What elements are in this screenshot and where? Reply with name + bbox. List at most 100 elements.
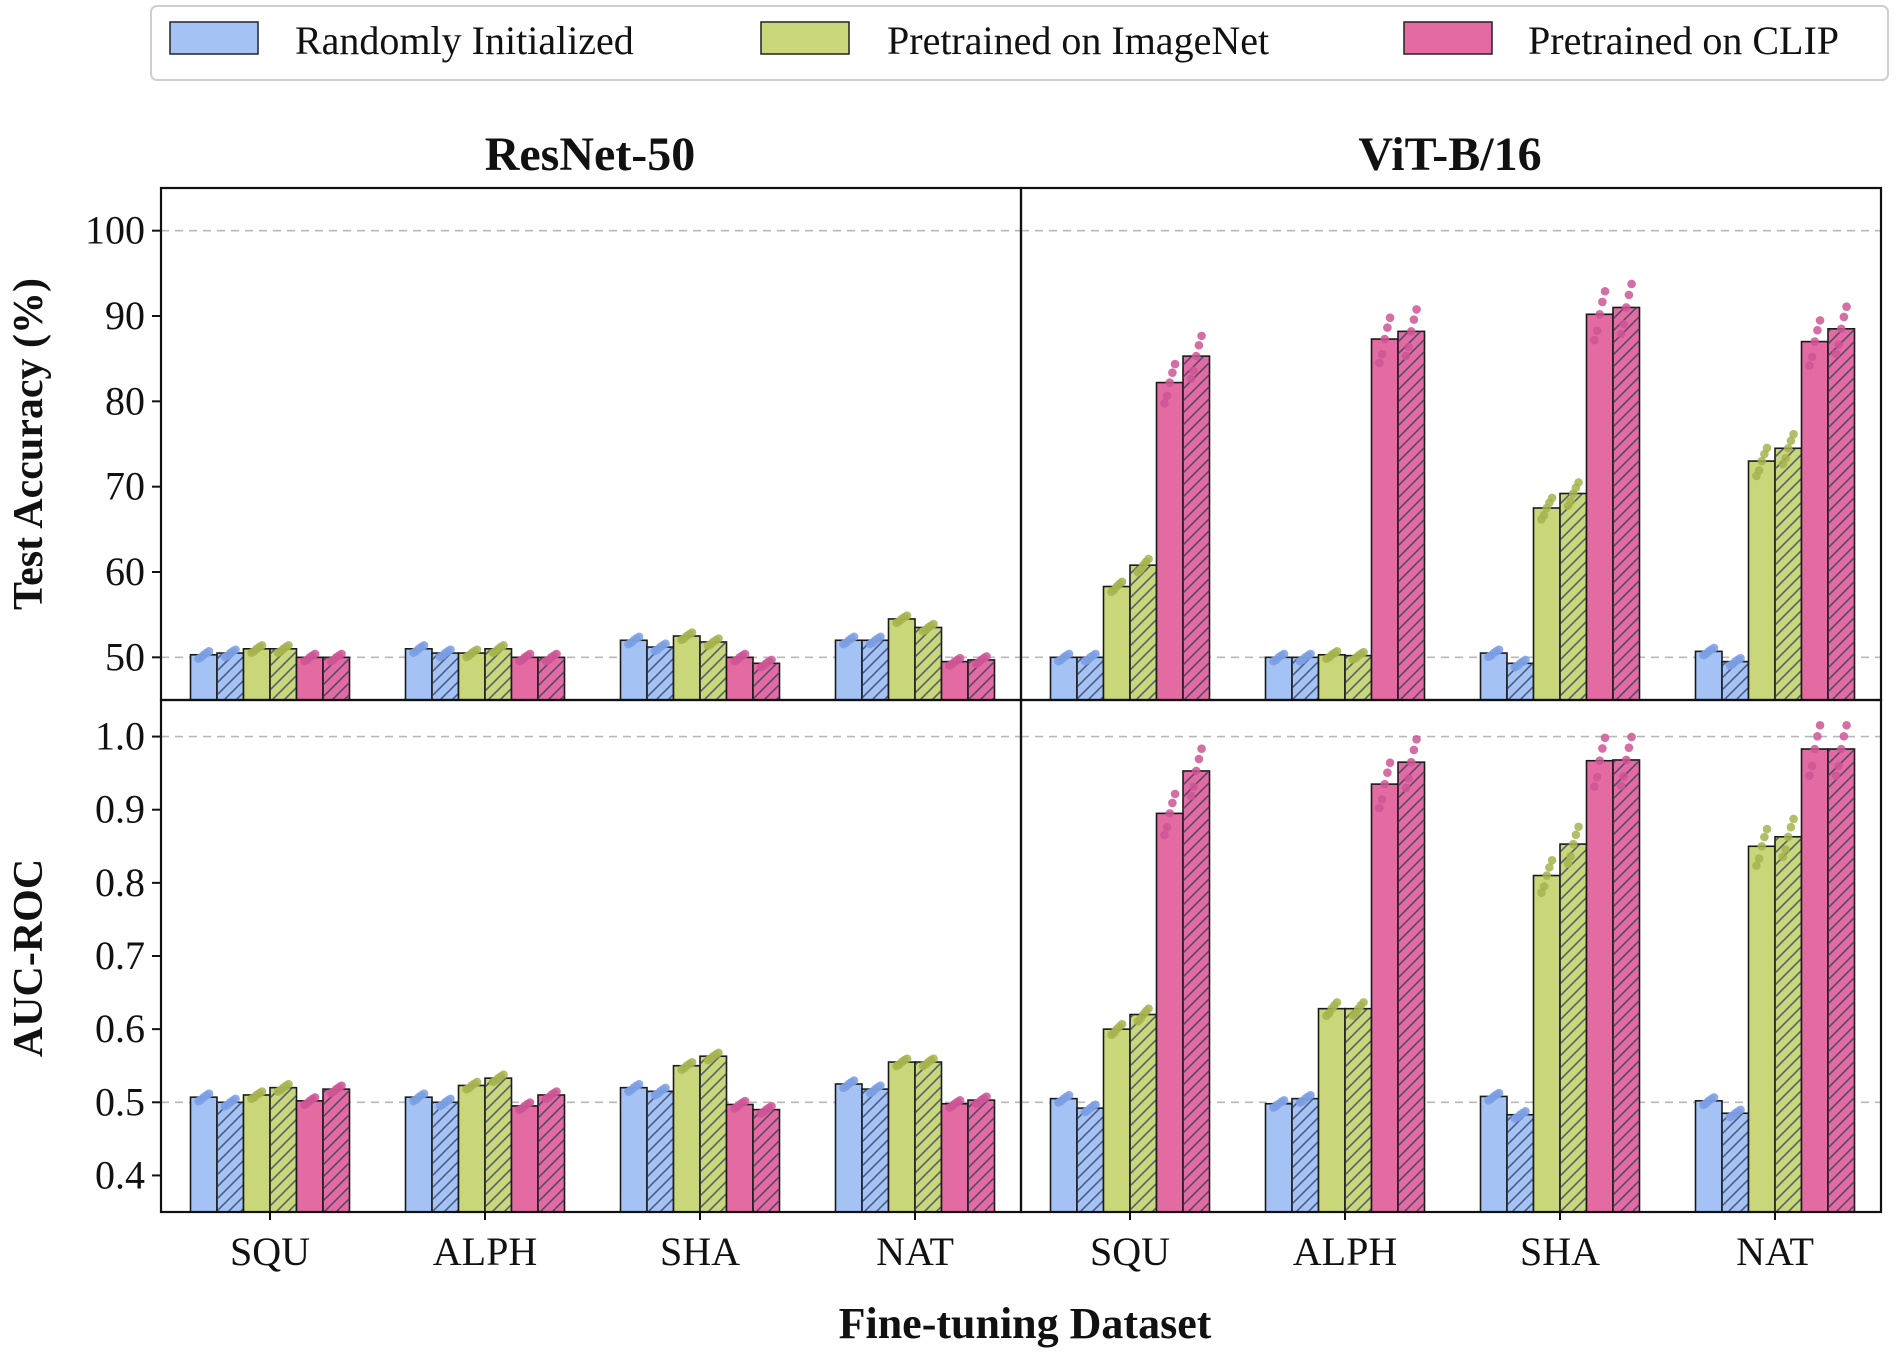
x-tick-label: SQU: [1090, 1229, 1170, 1274]
run-dot: [1306, 649, 1315, 659]
bar: [1747, 845, 1776, 1213]
run-dot: [1831, 349, 1841, 358]
panel-title-vit: ViT-B/16: [1358, 128, 1541, 181]
bar: [189, 1096, 218, 1213]
legend-swatch-random: [169, 21, 259, 55]
y-tick-label: 100: [85, 208, 145, 253]
bar-hatch: [1345, 655, 1372, 700]
bar-hatch: [1292, 1098, 1319, 1212]
run-dot: [1542, 871, 1552, 880]
bar-hatch: [432, 1102, 459, 1212]
run-dot: [1781, 454, 1790, 463]
bar: [1155, 381, 1184, 701]
run-dot: [1754, 854, 1764, 863]
run-dot: [1815, 720, 1825, 730]
bar-hatch: [485, 1078, 512, 1212]
run-dot: [1624, 290, 1634, 300]
run-dot: [231, 1094, 240, 1104]
xlabel: Fine-tuning Dataset: [839, 1299, 1212, 1348]
run-dot: [1383, 768, 1392, 777]
bar-hatch: [968, 1100, 995, 1212]
bar-hatch: [270, 1087, 297, 1212]
run-dot: [446, 1094, 455, 1104]
run-dot: [1590, 782, 1599, 791]
run-dot: [1568, 839, 1578, 849]
run-dot: [204, 1089, 214, 1099]
run-dot: [902, 1054, 912, 1063]
run-dot: [1760, 832, 1769, 842]
run-dot: [1383, 323, 1392, 332]
run-dot: [1117, 577, 1127, 587]
run-dot: [1547, 493, 1557, 503]
run-dot: [634, 632, 644, 642]
bar: [242, 647, 271, 701]
run-dot: [1401, 783, 1411, 793]
run-dot: [1412, 305, 1421, 314]
bar-hatch: [1507, 1114, 1534, 1212]
run-dot: [1406, 757, 1416, 767]
run-dot: [1409, 315, 1419, 324]
bar-hatch: [538, 657, 565, 700]
bar-hatch: [1183, 356, 1210, 700]
run-dot: [1160, 399, 1169, 408]
bar-hatch: [1183, 770, 1210, 1212]
x-tick-label: ALPH: [433, 1229, 537, 1274]
bar-hatch: [270, 648, 297, 700]
bar: [1155, 812, 1184, 1213]
bar-hatch: [647, 1091, 674, 1212]
bar-hatch: [1560, 493, 1587, 700]
run-dot: [1117, 1019, 1127, 1029]
bar: [295, 1100, 324, 1213]
run-dot: [1836, 744, 1846, 754]
bar: [1264, 656, 1293, 701]
bar: [619, 639, 648, 701]
run-dot: [1786, 436, 1796, 446]
bar: [672, 635, 701, 701]
bar-hatch: [1345, 1008, 1372, 1212]
legend-label-random: Randomly Initialized: [295, 18, 634, 63]
bar: [510, 1105, 539, 1213]
bar-hatch: [1613, 759, 1640, 1212]
run-dot: [1189, 782, 1198, 792]
run-dot: [1539, 510, 1549, 520]
run-dot: [1168, 798, 1177, 808]
run-dot: [1165, 378, 1175, 387]
y-tick-label: 0.7: [95, 933, 145, 978]
y-tick-label: 50: [105, 634, 145, 679]
run-dot: [1186, 374, 1196, 384]
y-tick-label: 80: [105, 378, 145, 423]
y-tick-label: 90: [105, 293, 145, 338]
ylabel-accuracy: Test Accuracy (%): [6, 278, 52, 610]
run-dot: [1359, 998, 1368, 1007]
bar-hatch: [1398, 331, 1425, 700]
run-dot: [1547, 856, 1557, 865]
run-dot: [1574, 478, 1583, 487]
legend: Randomly Initialized Pretrained on Image…: [150, 5, 1889, 81]
run-dot: [1810, 337, 1820, 346]
run-dot: [1616, 329, 1626, 339]
bar: [1585, 313, 1614, 701]
run-dot: [1574, 822, 1583, 832]
bar: [1049, 656, 1078, 701]
run-dot: [446, 645, 455, 654]
panel-frame: [1019, 698, 1883, 1214]
run-dot: [310, 649, 320, 659]
run-dot: [849, 1076, 859, 1085]
run-dot: [1375, 358, 1384, 368]
bar: [1264, 1102, 1293, 1213]
run-dot: [1813, 325, 1822, 335]
run-dot: [929, 619, 938, 629]
bar: [404, 1096, 433, 1213]
run-dot: [1571, 830, 1581, 840]
bar: [1479, 652, 1508, 701]
bar: [295, 656, 324, 701]
run-dot: [1404, 774, 1413, 783]
run-dot: [1279, 1096, 1289, 1105]
bar-hatch: [1130, 1014, 1157, 1212]
x-tick-label: NAT: [876, 1229, 954, 1274]
run-dot: [1709, 643, 1719, 653]
run-dot: [1805, 361, 1814, 370]
run-dot: [849, 632, 859, 642]
legend-swatch-imagenet: [760, 21, 850, 55]
